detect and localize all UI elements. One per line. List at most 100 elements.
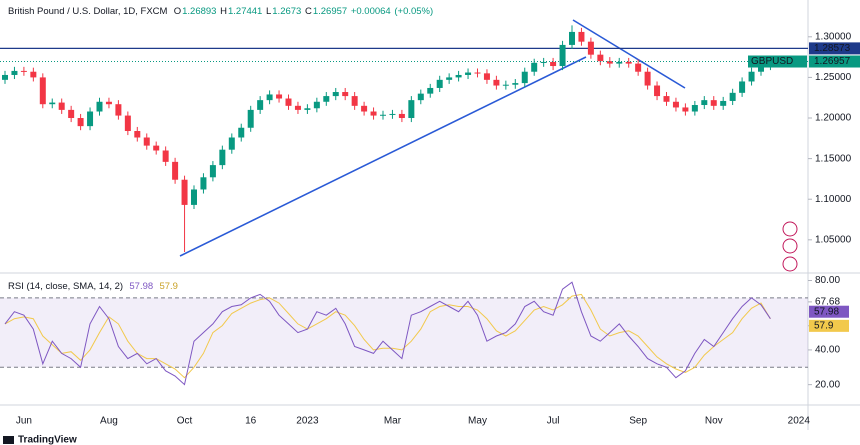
x-tick-label: Mar: [384, 416, 402, 427]
symbol-box: [748, 55, 807, 68]
candle-body: [172, 161, 179, 180]
ohlc-label: C: [304, 6, 312, 17]
candle-body: [531, 62, 538, 72]
candle-body: [153, 145, 160, 151]
candle-body: [691, 105, 698, 112]
watermark: TradingView: [18, 435, 77, 445]
candle-body: [124, 115, 131, 132]
candle-body: [304, 108, 311, 110]
candle-body: [143, 137, 150, 146]
chart-title: British Pound / U.S. Dollar, 1D, FXCM: [8, 6, 168, 17]
candle-body: [408, 100, 415, 119]
candle-body: [115, 104, 122, 116]
candle-body: [550, 61, 557, 67]
candle-body: [625, 61, 632, 64]
candle-body: [351, 96, 358, 106]
indicator-title: RSI (14, close, SMA, 14, 2): [8, 281, 124, 292]
change-pct: (+0.05%): [394, 6, 434, 17]
candle-body: [11, 70, 18, 75]
candle-body: [455, 74, 462, 78]
candle-body: [483, 73, 490, 80]
ohlc-label: H: [220, 6, 227, 17]
candle-body: [191, 189, 197, 205]
ohlc-value: 1.2673: [272, 6, 302, 17]
candle-body: [219, 149, 226, 166]
price-label-box: [809, 42, 860, 55]
ohlc-value: 1.26893: [182, 6, 217, 17]
price-label: 1.28573: [814, 43, 851, 54]
candle-body: [748, 71, 755, 82]
candle-body: [323, 96, 330, 102]
candle-body: [87, 111, 94, 127]
candle-body: [587, 41, 594, 55]
candle-body: [663, 96, 670, 102]
x-tick-label: 2024: [788, 416, 811, 427]
indicator-value: 57.9: [159, 281, 178, 292]
y-tick-label: 1.20000: [815, 113, 852, 124]
price-label: 1.26957: [814, 56, 851, 67]
candle-body: [313, 101, 320, 109]
candle-body: [105, 101, 112, 105]
candle-body: [710, 100, 717, 106]
value-box: [809, 319, 849, 332]
candle-body: [606, 61, 613, 64]
change: +0.00064: [350, 6, 391, 17]
candle-body: [729, 92, 736, 101]
x-tick-label: Oct: [177, 416, 193, 427]
x-tick-label: Jun: [16, 416, 32, 427]
candle-body: [502, 84, 509, 86]
candle-body: [96, 101, 103, 112]
candle-body: [493, 79, 500, 86]
candle-body: [209, 165, 216, 178]
candle-body: [200, 177, 207, 190]
candle-body: [427, 87, 434, 94]
candle-body: [370, 111, 377, 116]
x-tick-label: Aug: [100, 416, 118, 427]
candle-body: [635, 63, 642, 72]
candle-body: [266, 94, 273, 101]
ohlc-label: O: [173, 6, 182, 17]
candle-body: [361, 105, 368, 112]
candle-body: [20, 70, 27, 72]
candle-body: [758, 66, 764, 72]
candle-body: [257, 100, 264, 110]
y-tick-label: 1.25000: [815, 72, 852, 83]
y-tick-label: 80.00: [815, 275, 840, 286]
x-tick-label: Jul: [547, 416, 560, 427]
x-tick-label: 2023: [296, 416, 319, 427]
candle-body: [238, 127, 245, 138]
x-tick-label: May: [468, 416, 487, 427]
candle-body: [181, 179, 188, 205]
candle-body: [228, 137, 235, 150]
candle-body: [398, 113, 405, 119]
candle-body: [285, 98, 292, 106]
candle-body: [68, 109, 75, 119]
candle-body: [682, 107, 689, 112]
candle-body: [436, 79, 443, 88]
candle-body: [644, 71, 651, 86]
y-tick-label: 1.05000: [815, 234, 852, 245]
candle-body: [58, 102, 65, 110]
candle-body: [342, 92, 349, 97]
candle-body: [672, 101, 679, 108]
candle-body: [39, 77, 46, 105]
candle-body: [465, 72, 472, 75]
candle-body: [569, 31, 575, 45]
candle-body: [276, 94, 283, 99]
side-icons: [782, 221, 798, 272]
indicator-header: RSI (14, close, SMA, 14, 2) 57.98 57.9: [8, 281, 179, 292]
candle-body: [2, 74, 8, 80]
value-box: [809, 305, 849, 318]
candle-body: [597, 54, 604, 62]
candle-body: [380, 114, 386, 116]
ohlc-value: 1.26957: [312, 6, 348, 17]
candle-body: [540, 61, 547, 63]
candle-body: [162, 150, 169, 162]
value-box-label: 57.98: [814, 306, 839, 317]
logo: [3, 436, 14, 444]
indicator-line: [4, 281, 771, 386]
chart-header: British Pound / U.S. Dollar, 1D, FXCM O1…: [8, 6, 434, 17]
y-tick-label: 20.00: [815, 379, 840, 390]
